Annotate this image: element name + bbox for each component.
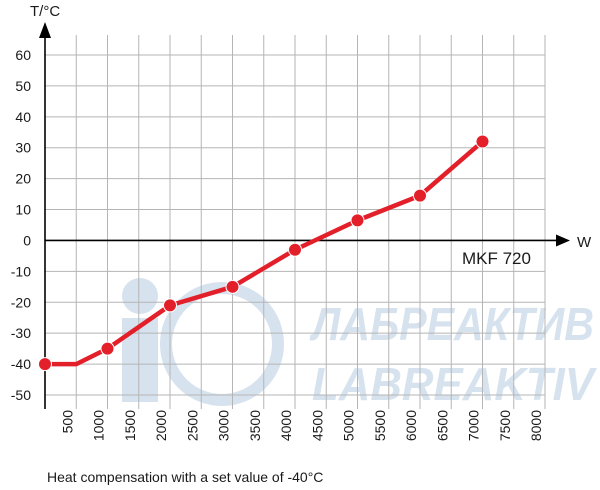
x-tick-label: 7000 xyxy=(466,410,482,441)
y-tick-label: 50 xyxy=(15,78,31,94)
y-axis-arrow xyxy=(39,22,51,38)
x-tick-label: 5500 xyxy=(372,410,388,441)
y-tick-label: -30 xyxy=(11,325,31,341)
x-tick-label: 3500 xyxy=(247,410,263,441)
data-point xyxy=(350,213,365,228)
x-tick-label: 1500 xyxy=(122,410,138,441)
data-point xyxy=(475,134,490,149)
x-tick-label: 6000 xyxy=(403,410,419,441)
watermark-line-2: LABREAKTIV xyxy=(312,358,597,410)
grid xyxy=(45,35,546,409)
x-tick-label: 2500 xyxy=(184,410,200,441)
data-point xyxy=(100,341,115,356)
y-axis-title: T/°C xyxy=(30,3,60,20)
x-tick-label: 4000 xyxy=(278,410,294,441)
data-point xyxy=(38,357,52,372)
series-group xyxy=(38,134,490,372)
y-tick-label: 20 xyxy=(15,171,31,187)
y-tick-label: 0 xyxy=(23,232,31,248)
series-tag-label: MKF 720 xyxy=(462,249,531,268)
data-point xyxy=(413,188,427,203)
y-tick-label: -40 xyxy=(11,356,31,372)
x-tick-label: 7500 xyxy=(497,410,513,441)
x-tick-label: 4500 xyxy=(309,410,325,441)
axes xyxy=(39,22,570,409)
y-tick-label: -10 xyxy=(11,263,31,279)
chart-caption: Heat compensation with a set value of -4… xyxy=(47,469,323,485)
data-point xyxy=(163,298,177,313)
y-tick-label: 60 xyxy=(15,47,31,63)
x-tick-label: 2000 xyxy=(153,410,169,441)
y-tick-label: -50 xyxy=(11,387,31,403)
x-axis-arrow xyxy=(556,234,570,247)
x-axis-title: W xyxy=(577,234,592,251)
data-point xyxy=(225,279,240,294)
y-tick-label: 30 xyxy=(15,140,31,156)
x-tick-label: 6500 xyxy=(434,410,450,441)
watermark-logo-dot xyxy=(122,278,158,314)
data-point xyxy=(288,242,302,257)
watermark-logo-ring xyxy=(160,282,284,406)
x-tick-label: 500 xyxy=(59,410,75,434)
y-tick-label: 40 xyxy=(15,109,31,125)
x-tick-label: 5000 xyxy=(341,410,357,441)
watermark: ЛАБРЕАКТИВ LABREAKTIV xyxy=(122,278,597,410)
x-tick-label: 1000 xyxy=(91,410,107,441)
x-tick-labels: 500 1000 1500 2000 2500 3000 3500 4000 4500 5000 5… xyxy=(59,410,544,441)
watermark-logo-bar xyxy=(122,318,158,402)
y-tick-label: -20 xyxy=(11,294,31,310)
y-tick-label: 10 xyxy=(15,202,31,218)
y-tick-labels: 60 50 40 30 20 10 0 -10 -20 -30 -40 -50 xyxy=(11,47,31,403)
x-tick-label: 8000 xyxy=(528,410,544,441)
x-tick-label: 3000 xyxy=(216,410,232,441)
